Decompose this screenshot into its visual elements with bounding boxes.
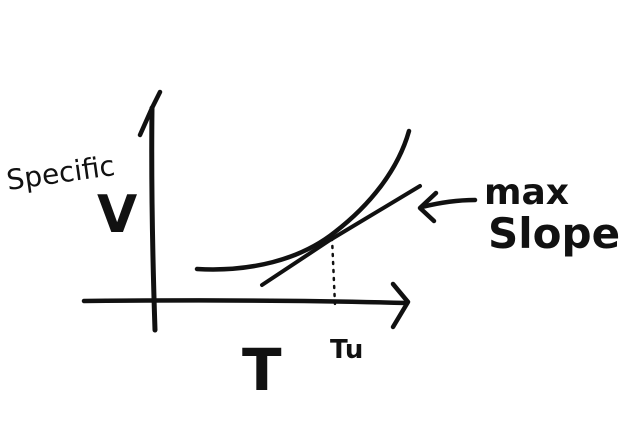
tangent-line	[260, 184, 422, 287]
x-axis	[81, 281, 411, 330]
annotation-slope: Slope	[488, 209, 620, 258]
y-axis-line	[149, 105, 158, 333]
annotation-max: max	[484, 172, 569, 213]
dotted-drop-line	[330, 236, 337, 307]
annotation-arrow-head	[417, 190, 439, 224]
x-axis-arrowhead	[390, 281, 411, 330]
annotation-arrow-shaft	[419, 197, 478, 210]
specific-volume-curve	[194, 128, 412, 272]
annotation-arrow	[417, 190, 478, 224]
y-axis	[137, 89, 163, 333]
x-axis-label-t: T	[242, 336, 282, 404]
y-axis-arrowhead	[137, 89, 163, 138]
y-axis-label-v: V	[97, 185, 137, 245]
x-axis-line	[81, 298, 410, 306]
x-marker-label-tu: Tu	[330, 335, 363, 365]
